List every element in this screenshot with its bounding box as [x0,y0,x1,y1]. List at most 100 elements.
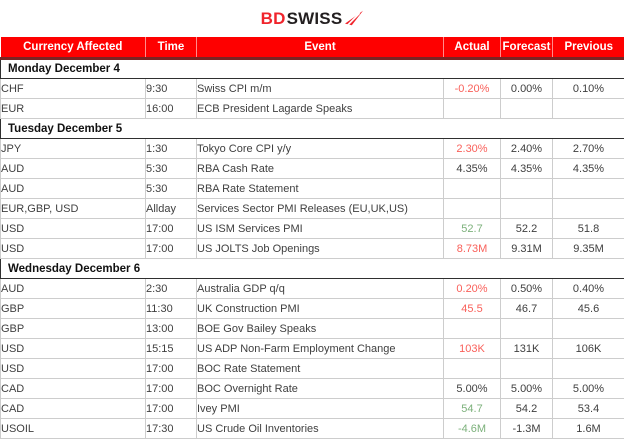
currency-cell: GBP [0,298,146,319]
actual-cell: 5.00% [443,378,501,399]
actual-cell: -0.20% [443,78,501,99]
table-row: GBP 13:00 BOE Gov Bailey Speaks [0,318,624,339]
actual-cell: 2.30% [443,138,501,159]
event-cell: BOE Gov Bailey Speaks [196,318,444,339]
day-section-tuesday: Tuesday December 5 [0,118,624,139]
previous-cell: 51.8 [552,218,624,239]
event-cell: US JOLTS Job Openings [196,238,444,259]
forecast-cell [500,358,553,379]
time-cell: 17:00 [145,378,197,399]
table-row: AUD 5:30 RBA Rate Statement [0,178,624,199]
col-header-actual: Actual [443,37,501,60]
previous-cell: 53.4 [552,398,624,419]
time-cell: 11:30 [145,298,197,319]
table-row: AUD 2:30 Australia GDP q/q 0.20% 0.50% 0… [0,278,624,299]
actual-cell [443,318,501,339]
time-cell: 16:00 [145,98,197,119]
event-cell: ECB President Lagarde Speaks [196,98,444,119]
time-cell: 1:30 [145,138,197,159]
forecast-cell [500,318,553,339]
currency-cell: EUR,GBP, USD [0,198,146,219]
table-row: USD 15:15 US ADP Non-Farm Employment Cha… [0,338,624,359]
table-row: USOIL 17:30 US Crude Oil Inventories -4.… [0,418,624,439]
time-cell: 17:00 [145,398,197,419]
actual-cell: 4.35% [443,158,501,179]
event-cell: Australia GDP q/q [196,278,444,299]
actual-cell: 45.5 [443,298,501,319]
forecast-cell: -1.3M [500,418,553,439]
table-row: USD 17:00 BOC Rate Statement [0,358,624,379]
col-header-event: Event [196,37,444,60]
event-cell: BOC Rate Statement [196,358,444,379]
currency-cell: USD [0,238,146,259]
actual-cell: 52.7 [443,218,501,239]
previous-cell: 1.6M [552,418,624,439]
currency-cell: AUD [0,158,146,179]
table-row: USD 17:00 US JOLTS Job Openings 8.73M 9.… [0,238,624,259]
brand-header: BD SWISS [0,0,624,37]
actual-cell: 103K [443,338,501,359]
currency-cell: USOIL [0,418,146,439]
currency-cell: CHF [0,78,146,99]
actual-cell: 0.20% [443,278,501,299]
previous-cell [552,318,624,339]
logo-bd-text: BD [260,8,286,28]
previous-cell [552,198,624,219]
event-cell: US ADP Non-Farm Employment Change [196,338,444,359]
forecast-cell: 0.00% [500,78,553,99]
actual-cell [443,358,501,379]
forecast-cell: 2.40% [500,138,553,159]
logo-arrow-icon [345,10,364,26]
currency-cell: CAD [0,378,146,399]
previous-cell [552,358,624,379]
actual-cell [443,198,501,219]
time-cell: 2:30 [145,278,197,299]
forecast-cell: 54.2 [500,398,553,419]
time-cell: 5:30 [145,178,197,199]
day-section-label: Tuesday December 5 [0,118,624,139]
event-cell: Swiss CPI m/m [196,78,444,99]
currency-cell: GBP [0,318,146,339]
forecast-cell [500,98,553,119]
forecast-cell [500,178,553,199]
table-row: EUR 16:00 ECB President Lagarde Speaks [0,98,624,119]
previous-cell: 106K [552,338,624,359]
previous-cell: 2.70% [552,138,624,159]
event-cell: Tokyo Core CPI y/y [196,138,444,159]
previous-cell: 0.40% [552,278,624,299]
currency-cell: USD [0,338,146,359]
currency-cell: USD [0,218,146,239]
actual-cell: -4.6M [443,418,501,439]
currency-cell: USD [0,358,146,379]
economic-calendar-table: Currency Affected Time Event Actual Fore… [0,37,624,439]
event-cell: US Crude Oil Inventories [196,418,444,439]
table-row: EUR,GBP, USD Allday Services Sector PMI … [0,198,624,219]
time-cell: 17:00 [145,218,197,239]
forecast-cell: 9.31M [500,238,553,259]
forecast-cell: 131K [500,338,553,359]
time-cell: 17:00 [145,238,197,259]
table-header-row: Currency Affected Time Event Actual Fore… [0,37,624,60]
day-section-wednesday: Wednesday December 6 [0,258,624,279]
actual-cell: 8.73M [443,238,501,259]
currency-cell: AUD [0,278,146,299]
currency-cell: JPY [0,138,146,159]
table-row: CAD 17:00 BOC Overnight Rate 5.00% 5.00%… [0,378,624,399]
event-cell: RBA Cash Rate [196,158,444,179]
col-header-currency: Currency Affected [0,37,146,60]
table-row: GBP 11:30 UK Construction PMI 45.5 46.7 … [0,298,624,319]
logo-swiss-text: SWISS [286,8,343,28]
actual-cell [443,178,501,199]
currency-cell: CAD [0,398,146,419]
day-section-label: Monday December 4 [0,58,624,79]
event-cell: RBA Rate Statement [196,178,444,199]
time-cell: 17:30 [145,418,197,439]
event-cell: Ivey PMI [196,398,444,419]
event-cell: US ISM Services PMI [196,218,444,239]
actual-cell: 54.7 [443,398,501,419]
time-cell: 13:00 [145,318,197,339]
forecast-cell: 52.2 [500,218,553,239]
previous-cell: 9.35M [552,238,624,259]
forecast-cell: 46.7 [500,298,553,319]
col-header-previous: Previous [552,37,624,60]
